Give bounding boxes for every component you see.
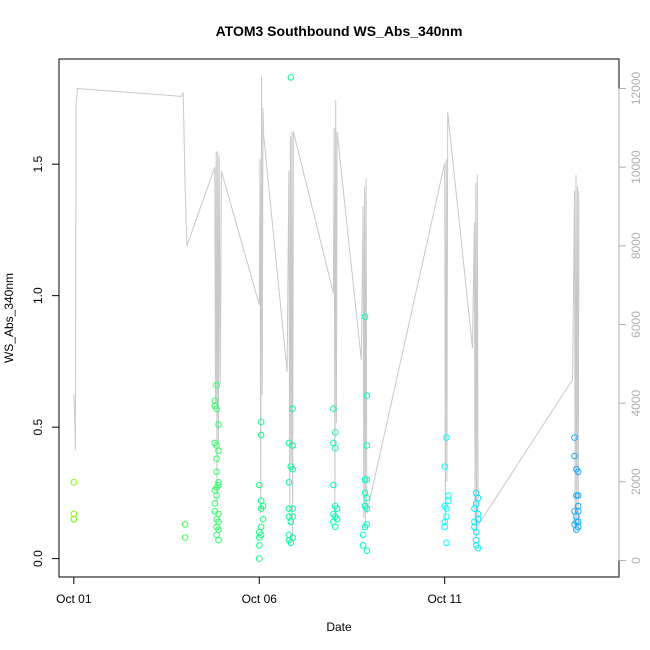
data-point bbox=[441, 523, 449, 531]
data-point bbox=[289, 442, 296, 449]
data-point bbox=[289, 534, 296, 541]
data-point bbox=[363, 442, 371, 449]
right-axis-line-series bbox=[73, 76, 580, 541]
right-tick-label: 12000 bbox=[629, 71, 643, 105]
data-point bbox=[289, 405, 296, 413]
right-y-axis: 0 2000 4000 6000 8000 10000 12000 bbox=[618, 71, 643, 564]
data-point bbox=[215, 447, 222, 455]
data-point bbox=[259, 515, 267, 523]
y-axis-label: WS_Abs_340nm bbox=[2, 273, 16, 363]
data-point bbox=[333, 515, 341, 523]
x-axis-label: Date bbox=[326, 620, 352, 634]
data-point bbox=[332, 444, 339, 452]
x-tick-label: Oct 01 bbox=[56, 592, 92, 606]
data-point bbox=[363, 505, 371, 512]
data-point bbox=[181, 521, 189, 528]
right-tick-label: 2000 bbox=[629, 468, 643, 495]
data-point bbox=[363, 521, 371, 528]
y-axis: 0.0 0.5 1.0 1.5 bbox=[31, 156, 60, 567]
data-point bbox=[257, 418, 265, 426]
data-point bbox=[361, 313, 369, 321]
data-point bbox=[330, 481, 337, 489]
right-tick-label: 6000 bbox=[629, 311, 643, 338]
right-tick-label: 4000 bbox=[629, 389, 643, 416]
data-point bbox=[474, 494, 482, 502]
data-point bbox=[363, 392, 371, 399]
line-series-path bbox=[73, 76, 580, 541]
data-point bbox=[332, 523, 339, 531]
data-point bbox=[213, 405, 220, 413]
x-tick-label: Oct 06 bbox=[242, 592, 278, 606]
right-tick-label: 0 bbox=[629, 557, 643, 564]
data-point bbox=[213, 468, 220, 476]
data-point bbox=[574, 468, 582, 476]
data-point bbox=[363, 547, 371, 555]
x-axis: Oct 01 Oct 06 Oct 11 bbox=[56, 576, 462, 606]
data-point bbox=[363, 476, 371, 484]
data-point bbox=[363, 494, 371, 502]
data-point bbox=[445, 497, 452, 505]
data-point bbox=[215, 479, 222, 486]
data-point bbox=[359, 531, 367, 539]
data-point bbox=[257, 523, 265, 531]
data-point bbox=[443, 539, 450, 547]
data-point bbox=[215, 526, 222, 534]
data-point bbox=[289, 505, 296, 512]
data-point bbox=[333, 505, 341, 512]
data-point bbox=[213, 492, 220, 499]
plot-frame bbox=[58, 58, 620, 578]
data-point bbox=[285, 479, 293, 486]
data-point bbox=[215, 421, 222, 428]
data-point bbox=[574, 492, 582, 499]
data-point bbox=[443, 513, 450, 520]
data-point bbox=[70, 510, 78, 518]
data-point bbox=[289, 513, 296, 520]
data-point bbox=[211, 500, 219, 507]
data-point bbox=[181, 534, 189, 541]
data-point bbox=[573, 492, 580, 499]
data-point bbox=[213, 455, 220, 463]
data-point bbox=[289, 465, 296, 473]
data-point bbox=[359, 542, 367, 549]
y-tick-label: 1.0 bbox=[31, 287, 45, 304]
data-point bbox=[287, 74, 295, 81]
y-tick-label: 1.5 bbox=[31, 156, 45, 173]
data-point bbox=[257, 531, 265, 539]
data-point bbox=[70, 479, 78, 486]
data-point bbox=[256, 481, 263, 489]
data-point bbox=[574, 523, 582, 531]
data-point bbox=[213, 381, 220, 389]
data-point bbox=[256, 542, 263, 549]
data-point bbox=[332, 429, 339, 436]
data-point bbox=[215, 536, 222, 544]
data-point bbox=[215, 481, 222, 489]
data-point bbox=[571, 452, 578, 460]
data-point bbox=[474, 515, 482, 523]
chart-title: ATOM3 Southbound WS_Abs_340nm bbox=[216, 23, 463, 39]
data-point bbox=[472, 529, 480, 536]
x-tick-label: Oct 11 bbox=[427, 592, 462, 606]
data-point bbox=[256, 555, 263, 562]
data-point bbox=[330, 405, 337, 413]
data-point bbox=[257, 431, 265, 439]
data-point bbox=[474, 544, 482, 552]
data-point bbox=[215, 518, 222, 526]
y-tick-label: 0.5 bbox=[31, 418, 45, 435]
y-tick-label: 0.0 bbox=[31, 550, 45, 567]
data-point bbox=[571, 434, 578, 441]
data-point bbox=[259, 502, 267, 510]
data-point bbox=[441, 463, 449, 470]
data-point bbox=[361, 476, 369, 484]
data-point bbox=[70, 515, 78, 523]
data-point bbox=[215, 510, 222, 518]
scatter-points bbox=[70, 74, 582, 562]
right-tick-label: 10000 bbox=[629, 150, 643, 184]
data-point bbox=[443, 434, 450, 441]
data-point bbox=[285, 505, 293, 512]
right-tick-label: 8000 bbox=[629, 232, 643, 259]
data-point bbox=[443, 505, 450, 512]
data-point bbox=[574, 508, 582, 515]
